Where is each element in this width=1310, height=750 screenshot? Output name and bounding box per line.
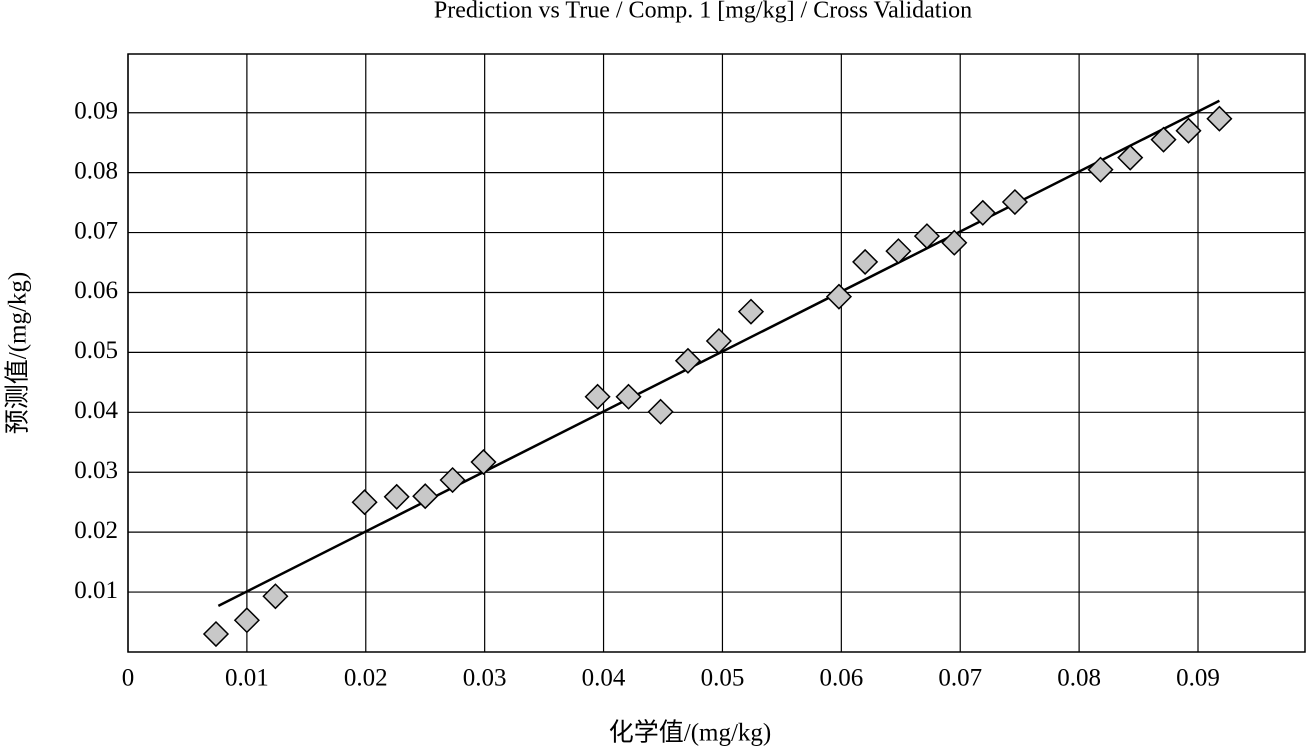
- x-axis-label: 化学值/(mg/kg): [609, 719, 772, 747]
- y-tick-label: 0.06: [74, 277, 118, 304]
- point: [1206, 105, 1233, 132]
- point: [412, 483, 439, 510]
- point: [969, 199, 996, 226]
- point: [439, 466, 466, 494]
- x-tick-label: 0.02: [344, 665, 388, 692]
- point: [705, 327, 732, 355]
- y-tick-label: 0.01: [74, 577, 118, 604]
- y-tick-label: 0.04: [74, 397, 118, 424]
- x-tick-label: 0.09: [1176, 665, 1220, 692]
- point: [262, 583, 289, 610]
- point: [1150, 126, 1177, 153]
- point: [233, 607, 260, 634]
- y-tick-label: 0.08: [74, 157, 118, 184]
- point: [825, 283, 853, 310]
- x-tick-label: 0.06: [819, 665, 863, 692]
- point: [852, 248, 879, 275]
- point: [383, 483, 410, 510]
- point: [913, 223, 940, 250]
- y-axis-label: 预测值/(mg/kg): [4, 272, 32, 435]
- point: [885, 238, 912, 265]
- point: [351, 489, 378, 516]
- point: [1087, 156, 1114, 183]
- x-tick-label: 0.08: [1057, 665, 1101, 692]
- point: [1001, 188, 1028, 216]
- point: [647, 398, 674, 425]
- y-tick-label: 0.03: [74, 457, 118, 484]
- point: [1117, 144, 1144, 171]
- point: [202, 620, 230, 648]
- y-tick-label: 0.02: [74, 517, 118, 544]
- y-tick-label: 0.09: [74, 97, 118, 124]
- point: [615, 383, 642, 410]
- point: [941, 229, 968, 256]
- x-tick-label: 0.07: [938, 665, 982, 692]
- point: [674, 347, 702, 374]
- x-tick-label: 0.03: [463, 665, 507, 692]
- point: [470, 448, 497, 476]
- point: [737, 298, 765, 325]
- point: [584, 383, 611, 410]
- y-tick-label: 0.05: [74, 337, 118, 364]
- y-tick-label: 0.07: [74, 217, 118, 244]
- chart-title: Prediction vs True / Comp. 1 [mg/kg] / C…: [434, 0, 972, 24]
- x-tick-label: 0.01: [225, 665, 269, 692]
- x-tick-label: 0: [122, 665, 135, 692]
- x-tick-label: 0.04: [582, 665, 626, 692]
- x-tick-label: 0.05: [701, 665, 745, 692]
- point: [1175, 117, 1202, 144]
